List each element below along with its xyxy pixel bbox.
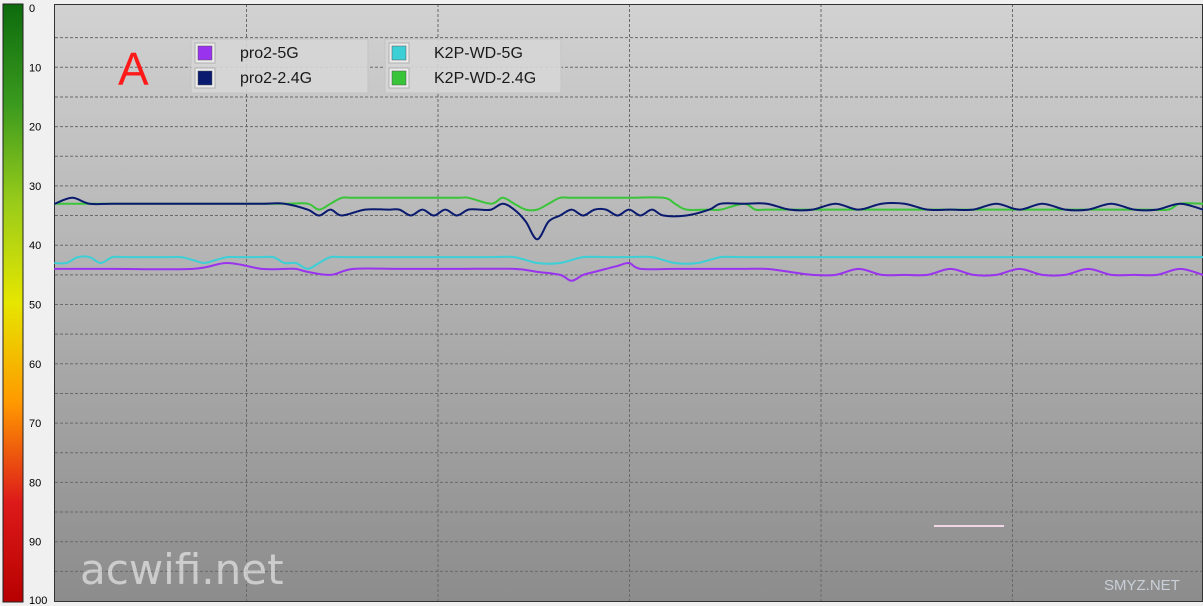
y-tick-label: 10 xyxy=(29,62,41,74)
panel-label: A xyxy=(118,43,149,95)
y-tick-label: 0 xyxy=(29,3,35,15)
legend-swatch xyxy=(197,70,213,86)
legend-label: K2P-WD-2.4G xyxy=(434,70,536,87)
y-tick-label: 20 xyxy=(29,122,41,134)
y-tick-label: 90 xyxy=(29,537,41,549)
legend-label: pro2-2.4G xyxy=(240,70,312,87)
legend-swatch xyxy=(391,45,407,61)
legend: pro2-5G pro2-2.4G K2P-WD-5G K2P-WD-2.4G xyxy=(190,38,562,94)
y-tick-label: 100 xyxy=(29,595,47,606)
y-tick-label: 30 xyxy=(29,181,41,193)
series-line-pro2-5g xyxy=(54,261,1203,282)
series-line-pro2-2-4g xyxy=(54,196,1203,241)
y-tick-label: 70 xyxy=(29,418,41,430)
legend-swatch xyxy=(197,45,213,61)
legend-box xyxy=(190,38,369,94)
y-tick-labels: 0 10 20 30 40 50 60 70 80 90 100 xyxy=(29,3,47,606)
y-tick-label: 60 xyxy=(29,359,41,371)
legend-label: K2P-WD-5G xyxy=(434,45,523,62)
plot-background xyxy=(55,4,1203,602)
watermark-acwifi: acwifi.net xyxy=(80,545,284,594)
y-tick-label: 80 xyxy=(29,477,41,489)
series-line-k2p-wd-5g xyxy=(54,255,1203,270)
legend-swatch xyxy=(391,70,407,86)
y-tick-label: 40 xyxy=(29,240,41,252)
watermark-smyz: SMYZ.NET xyxy=(1104,577,1180,594)
series-lines xyxy=(54,196,1203,282)
y-tick-label: 50 xyxy=(29,300,41,312)
legend-label: pro2-5G xyxy=(240,45,299,62)
grid-lines xyxy=(55,4,1203,601)
series-line-k2p-wd-2-4g xyxy=(54,196,1203,212)
color-scale-bar xyxy=(2,3,24,603)
legend-box xyxy=(384,38,562,94)
